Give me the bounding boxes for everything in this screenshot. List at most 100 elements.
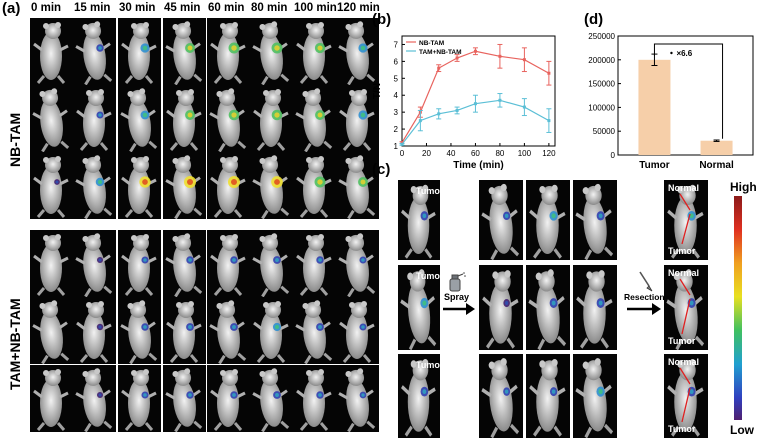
mouse-fluorescence-image (118, 297, 161, 364)
normal-label: Normal (668, 357, 700, 367)
mouse-fluorescence-image (163, 297, 206, 364)
bar (700, 140, 733, 155)
x-tick-label: 0 (400, 149, 405, 158)
mouse-fluorescence-image (336, 365, 379, 432)
mouse-fluorescence-image (30, 365, 73, 432)
plot-frame (617, 35, 754, 156)
mouse-fluorescence-image (336, 85, 379, 152)
tumor-label: Tumor (668, 424, 696, 434)
mouse-fluorescence-image (207, 18, 250, 85)
y-axis-label: T/N (372, 83, 383, 99)
data-point (547, 119, 551, 123)
scalpel-icon (639, 271, 653, 292)
panel-c-label: (c) (372, 161, 391, 178)
data-point (437, 66, 441, 70)
mouse-fluorescence-image (73, 365, 116, 432)
red-pointer-arrow (679, 367, 691, 423)
spray-arrow-icon (443, 303, 475, 315)
colorbar-low-label: Low (730, 423, 754, 437)
colorbar (734, 196, 742, 420)
timepoint-label: 45 min (164, 2, 201, 14)
mouse-fluorescence-image (118, 18, 161, 85)
resection-mouse-image (573, 354, 617, 438)
mouse-fluorescence-image (30, 230, 73, 297)
resection-mouse-image (479, 265, 523, 350)
resection-label: Resection (624, 292, 665, 302)
resection-mouse-image: Tumor (398, 265, 440, 350)
mouse-fluorescence-image (118, 365, 161, 432)
mouse-fluorescence-image (118, 152, 161, 219)
y-tick-label: 50000 (593, 127, 616, 136)
mouse-fluorescence-image (30, 18, 73, 85)
mouse-fluorescence-image (73, 152, 116, 219)
resection-arrow-icon (627, 303, 661, 315)
mouse-fluorescence-image (250, 230, 293, 297)
panel-b-label: (b) (372, 11, 392, 28)
resection-mouse-image (526, 354, 570, 438)
resection-mouse-image: Normal Tumor (664, 180, 708, 260)
bar (638, 59, 671, 155)
series-line (401, 99, 550, 145)
data-point (473, 102, 477, 106)
y-tick-label: 0 (611, 151, 616, 160)
resection-mouse-image: Tumor (398, 354, 440, 438)
mouse-fluorescence-image (207, 297, 250, 364)
mouse-fluorescence-image (30, 152, 73, 219)
timepoint-label: 120 min (337, 2, 380, 14)
mouse-fluorescence-image (73, 297, 116, 364)
mouse-fluorescence-image (163, 18, 206, 85)
data-point (498, 54, 502, 58)
data-point (498, 98, 502, 102)
mouse-fluorescence-image (118, 85, 161, 152)
data-point (400, 142, 404, 146)
data-point (437, 112, 441, 116)
timepoint-label: 60 min (208, 2, 245, 14)
category-label: Tumor (639, 160, 669, 171)
mouse-fluorescence-image (250, 18, 293, 85)
group-label-tam-nb-tam: TAM+NB-TAM (7, 298, 23, 390)
spray-label: Spray (444, 292, 470, 302)
timepoint-label: 0 min (31, 2, 62, 14)
data-point (522, 58, 526, 62)
normal-label: Normal (668, 183, 700, 193)
group-label-nb-tam: NB-TAM (7, 112, 23, 167)
tumor-label: Tumor (668, 336, 696, 346)
y-tick-label: 2 (394, 125, 399, 134)
data-point (455, 56, 459, 60)
data-point (547, 71, 551, 75)
mouse-fluorescence-image (163, 365, 206, 432)
mouse-fluorescence-image (250, 152, 293, 219)
mouse-fluorescence-image (30, 297, 73, 364)
resection-mouse-image (573, 180, 617, 260)
mouse-fluorescence-image (73, 18, 116, 85)
mouse-fluorescence-image (207, 365, 250, 432)
bar-chart-intensity: 0 50000 100000 150000 200000 250000 Tumor Norma… (588, 32, 754, 171)
y-tick-label: 1 (394, 142, 399, 151)
mouse-fluorescence-image (250, 297, 293, 364)
x-tick-label: 40 (447, 149, 456, 158)
y-tick-label: 4 (394, 91, 399, 100)
mouse-fluorescence-image (293, 85, 336, 152)
resection-mouse-image: Tumor (398, 180, 440, 260)
y-tick-label: 200000 (588, 56, 615, 65)
tumor-label: Tumor (668, 246, 696, 256)
line-chart-t-n: 1 2 3 4 5 6 7 0 20 40 60 80 100 120 Time (min) T/N NB-TA… (372, 35, 556, 171)
mouse-fluorescence-image (250, 365, 293, 432)
panel-a-label: (a) (2, 0, 21, 17)
panel-d-label: (d) (584, 11, 604, 28)
mouse-fluorescence-image (250, 85, 293, 152)
mouse-fluorescence-image (293, 365, 336, 432)
plot-frame (401, 35, 556, 147)
x-tick-label: 80 (495, 149, 504, 158)
mouse-fluorescence-image (163, 85, 206, 152)
resection-mouse-image (526, 265, 570, 350)
data-point (522, 105, 526, 109)
y-tick-label: 150000 (588, 80, 615, 89)
y-tick-label: 6 (394, 57, 399, 66)
legend-label: TAM+NB-TAM (419, 49, 462, 56)
mouse-fluorescence-image (336, 297, 379, 364)
normal-label: Normal (668, 268, 700, 278)
mouse-fluorescence-image (336, 230, 379, 297)
x-tick-label: 20 (422, 149, 431, 158)
mouse-fluorescence-image (207, 230, 250, 297)
